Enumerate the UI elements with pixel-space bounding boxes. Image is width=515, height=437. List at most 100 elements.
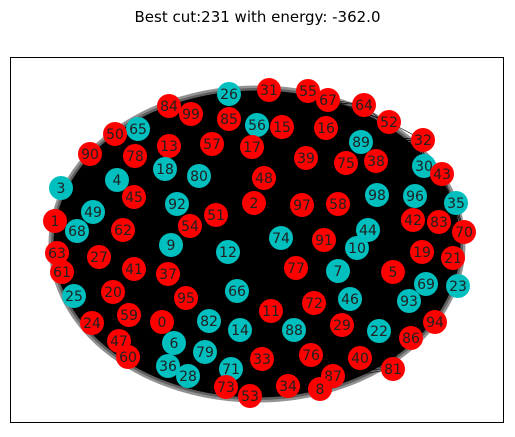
graph-edge (228, 93, 416, 197)
node-circle (282, 318, 306, 342)
node-circle (381, 357, 405, 381)
node-label: 67 (319, 93, 337, 109)
node-circle (441, 246, 465, 270)
node-label: 13 (160, 139, 178, 155)
graph-node: 11 (259, 299, 283, 323)
graph-node: 65 (126, 117, 150, 141)
graph-edge (301, 204, 312, 356)
graph-edge (91, 127, 327, 324)
node-label: 17 (243, 140, 261, 156)
node-label: 95 (177, 291, 195, 307)
graph-edge (270, 310, 380, 332)
graph-node: 70 (452, 220, 476, 244)
node-circle (326, 259, 350, 283)
node-circle (62, 284, 86, 308)
graph-node: 66 (225, 279, 249, 303)
node-circle (126, 117, 150, 141)
graph-node: 29 (330, 313, 354, 337)
graph-node: 85 (217, 107, 241, 131)
graph-node: 72 (302, 291, 326, 315)
node-label: 6 (170, 336, 179, 352)
graph-node: 8 (308, 377, 332, 401)
graph-edge (211, 143, 229, 253)
node-circle (45, 241, 69, 265)
graph-node: 54 (178, 214, 202, 238)
node-label: 43 (433, 167, 451, 183)
graph-edge (127, 202, 255, 358)
node-label: 16 (317, 121, 335, 137)
node-circle (217, 82, 241, 106)
graph-node: 35 (444, 191, 468, 215)
graph-edge (313, 251, 423, 304)
node-circle (257, 78, 281, 102)
graph-node: 39 (294, 146, 318, 170)
graph-node: 69 (414, 272, 438, 296)
node-circle (187, 164, 211, 188)
graph-node: 60 (116, 345, 140, 369)
graph-node: 28 (176, 364, 200, 388)
graph-node: 38 (364, 149, 388, 173)
node-circle (238, 384, 262, 408)
node-label: 72 (305, 296, 323, 312)
graph-edge (176, 203, 297, 269)
node-circle (165, 192, 189, 216)
node-circle (156, 354, 180, 378)
node-label: 76 (302, 348, 320, 364)
graph-node: 90 (78, 142, 102, 166)
node-circle (314, 116, 338, 140)
graph-node: 34 (276, 374, 300, 398)
node-label: 73 (217, 380, 235, 396)
node-label: 8 (316, 382, 325, 398)
node-label: 85 (220, 112, 238, 128)
graph-edge (263, 177, 289, 387)
node-label: 27 (90, 250, 108, 266)
graph-edge (168, 105, 312, 356)
graph-edge (98, 177, 265, 258)
node-circle (197, 309, 221, 333)
node-circle (150, 310, 174, 334)
node-label: 64 (355, 98, 373, 114)
node-circle (157, 134, 181, 158)
graph-edge (112, 247, 358, 293)
node-label: 98 (368, 188, 386, 204)
node-circle (116, 345, 140, 369)
graph-node: 42 (401, 208, 425, 232)
node-circle (242, 191, 266, 215)
node-label: 28 (179, 369, 197, 385)
node-circle (219, 357, 243, 381)
graph-edge (128, 283, 427, 316)
graph-node: 24 (80, 311, 104, 335)
node-circle (377, 110, 401, 134)
node-label: 51 (207, 208, 225, 224)
node-label: 70 (455, 225, 473, 241)
node-circle (312, 228, 336, 252)
plot-frame: 26 31 55 67 84 99 85 56 15 16 64 52 65 50 89 32 13 57 17 90… (10, 57, 504, 423)
graph-node: 68 (65, 219, 89, 243)
node-label: 54 (181, 219, 199, 235)
graph-node: 3 (49, 176, 73, 200)
node-label: 68 (68, 224, 86, 240)
node-circle (399, 326, 423, 350)
graph-node: 84 (157, 94, 181, 118)
node-label: 15 (273, 120, 291, 136)
graph-node: 95 (174, 286, 198, 310)
graph-edge (295, 90, 309, 269)
graph-node: 86 (399, 326, 423, 350)
graph-node: 71 (219, 357, 243, 381)
node-circle (81, 200, 105, 224)
node-label: 69 (417, 277, 435, 293)
node-circle (245, 113, 269, 137)
node-circle (284, 256, 308, 280)
node-circle (403, 184, 427, 208)
node-circle (214, 375, 238, 399)
node-label: 52 (380, 115, 398, 131)
graph-node: 26 (217, 82, 241, 106)
graph-node: 20 (101, 280, 125, 304)
node-label: 74 (272, 231, 290, 247)
node-circle (204, 203, 228, 227)
graph-node: 9 (159, 233, 183, 257)
graph-edge (378, 121, 390, 332)
graph-node: 57 (200, 132, 224, 156)
graph-node: 77 (284, 256, 308, 280)
graph-edge (185, 204, 303, 299)
